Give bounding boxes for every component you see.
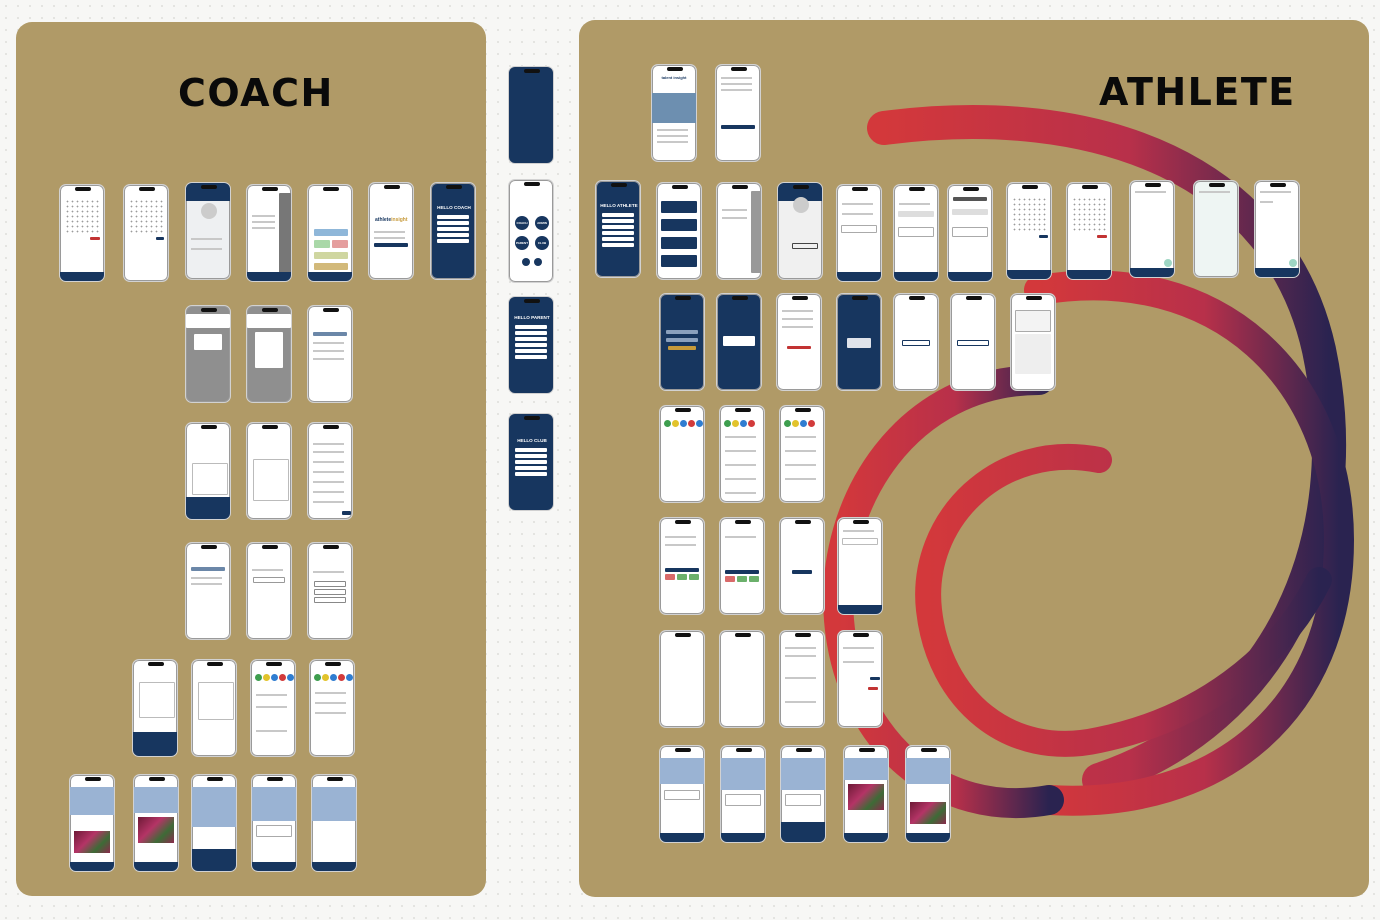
hello-athlete-label: HELLO ATHLETE: [600, 203, 638, 208]
athlete-welcome-screen[interactable]: [659, 293, 705, 391]
coach-compose-screen[interactable]: [132, 659, 178, 757]
athlete-post-screen-3[interactable]: [780, 745, 826, 843]
athlete-post-screen[interactable]: [659, 745, 705, 843]
athlete-account-screen-2[interactable]: [893, 184, 939, 282]
coach-menu-screen[interactable]: [246, 184, 292, 282]
coach-compose-screen-2[interactable]: [191, 659, 237, 757]
logo-text: athlete: [375, 217, 392, 223]
coach-select-screen[interactable]: [307, 305, 353, 403]
hello-coach-label: HELLO COACH: [437, 205, 471, 210]
coach-modal-screen[interactable]: [185, 305, 231, 403]
coach-calendar-screen-2[interactable]: [123, 184, 169, 282]
athlete-detail-screen[interactable]: [779, 630, 825, 728]
role-parent-button[interactable]: PARENT: [515, 236, 529, 250]
coach-profile-screen[interactable]: [185, 182, 231, 280]
athlete-account-screen[interactable]: [836, 184, 882, 282]
athlete-mood-screen[interactable]: [659, 405, 705, 503]
role-coach-button[interactable]: COACH: [515, 216, 529, 230]
coach-post-screen-5[interactable]: [311, 774, 357, 872]
athlete-board: ATHLETE talent insight HELLO ATHLETE: [579, 20, 1369, 897]
splash-screen[interactable]: [508, 66, 554, 164]
coach-list-screen[interactable]: [307, 422, 353, 520]
athlete-menu-screen[interactable]: [716, 182, 762, 280]
athlete-blank-screen[interactable]: [1193, 180, 1239, 278]
hello-parent-label: HELLO PARENT: [514, 315, 550, 320]
coach-modal-screen-2[interactable]: [246, 305, 292, 403]
athlete-post-screen-4[interactable]: [843, 745, 889, 843]
athlete-welcome-screen-2[interactable]: [716, 293, 762, 391]
coach-board: COACH athleteinsight HELLO COACH: [16, 22, 486, 896]
athlete-hello-screen[interactable]: HELLO ATHLETE: [595, 180, 641, 278]
athlete-loading-screen-2[interactable]: [719, 630, 765, 728]
coach-note-screen-2[interactable]: [246, 422, 292, 520]
role-club-button[interactable]: CLUB: [535, 236, 549, 250]
athlete-settings-screen[interactable]: [715, 64, 761, 162]
parent-hello-screen[interactable]: HELLO PARENT: [508, 296, 554, 394]
athlete-textarea-screen[interactable]: [1010, 293, 1056, 391]
athlete-register-screen[interactable]: [776, 293, 822, 391]
athlete-loading-screen[interactable]: [659, 630, 705, 728]
coach-groups-screen[interactable]: [307, 184, 353, 282]
athlete-article-screen[interactable]: talent insight: [651, 64, 697, 162]
athlete-tabs-screen-2[interactable]: [1254, 180, 1300, 278]
athlete-mood-list-screen[interactable]: [719, 405, 765, 503]
coach-post-screen-2[interactable]: [133, 774, 179, 872]
hello-club-label: HELLO CLUB: [517, 438, 547, 443]
coach-mood-screen-2[interactable]: [309, 659, 355, 757]
coach-calendar-screen[interactable]: [59, 184, 105, 282]
athlete-sessions-screen[interactable]: [656, 182, 702, 280]
athlete-workout-screen-2[interactable]: [719, 517, 765, 615]
athlete-mood-list-screen-2[interactable]: [779, 405, 825, 503]
coach-board-title: COACH: [178, 71, 334, 115]
coach-mood-screen[interactable]: [250, 659, 296, 757]
athlete-tabs-screen[interactable]: [1129, 180, 1175, 278]
athlete-board-title: ATHLETE: [1099, 70, 1296, 114]
coach-post-screen-3[interactable]: [191, 774, 237, 872]
athlete-post-screen-5[interactable]: [905, 745, 951, 843]
athlete-workout-screen[interactable]: [659, 517, 705, 615]
coach-login-screen[interactable]: athleteinsight: [368, 182, 414, 280]
athlete-confirm-screen-2[interactable]: [950, 293, 996, 391]
athlete-account-screen-3[interactable]: [947, 184, 993, 282]
role-select-screen[interactable]: COACH ADMIN PARENT CLUB: [508, 179, 554, 283]
coach-form-screen[interactable]: [246, 542, 292, 640]
athlete-confirm-screen[interactable]: [893, 293, 939, 391]
athlete-calendar-screen[interactable]: [1006, 182, 1052, 280]
role-admin-button[interactable]: ADMIN: [535, 216, 549, 230]
coach-post-screen-4[interactable]: [251, 774, 297, 872]
athlete-calendar-screen-2[interactable]: [1066, 182, 1112, 280]
coach-hello-screen[interactable]: HELLO COACH: [430, 182, 476, 280]
athlete-submit-screen[interactable]: [779, 517, 825, 615]
coach-options-screen[interactable]: [307, 542, 353, 640]
club-hello-screen[interactable]: HELLO CLUB: [508, 413, 554, 511]
athlete-modal-screen[interactable]: [836, 293, 882, 391]
coach-event-screen[interactable]: [185, 542, 231, 640]
athlete-post-screen-2[interactable]: [720, 745, 766, 843]
athlete-detail-screen-2[interactable]: [837, 630, 883, 728]
coach-post-screen[interactable]: [69, 774, 115, 872]
athlete-empty-screen[interactable]: [837, 517, 883, 615]
athlete-profile-screen[interactable]: [777, 182, 823, 280]
coach-note-screen[interactable]: [185, 422, 231, 520]
talent-logo: talent insight: [661, 75, 687, 80]
